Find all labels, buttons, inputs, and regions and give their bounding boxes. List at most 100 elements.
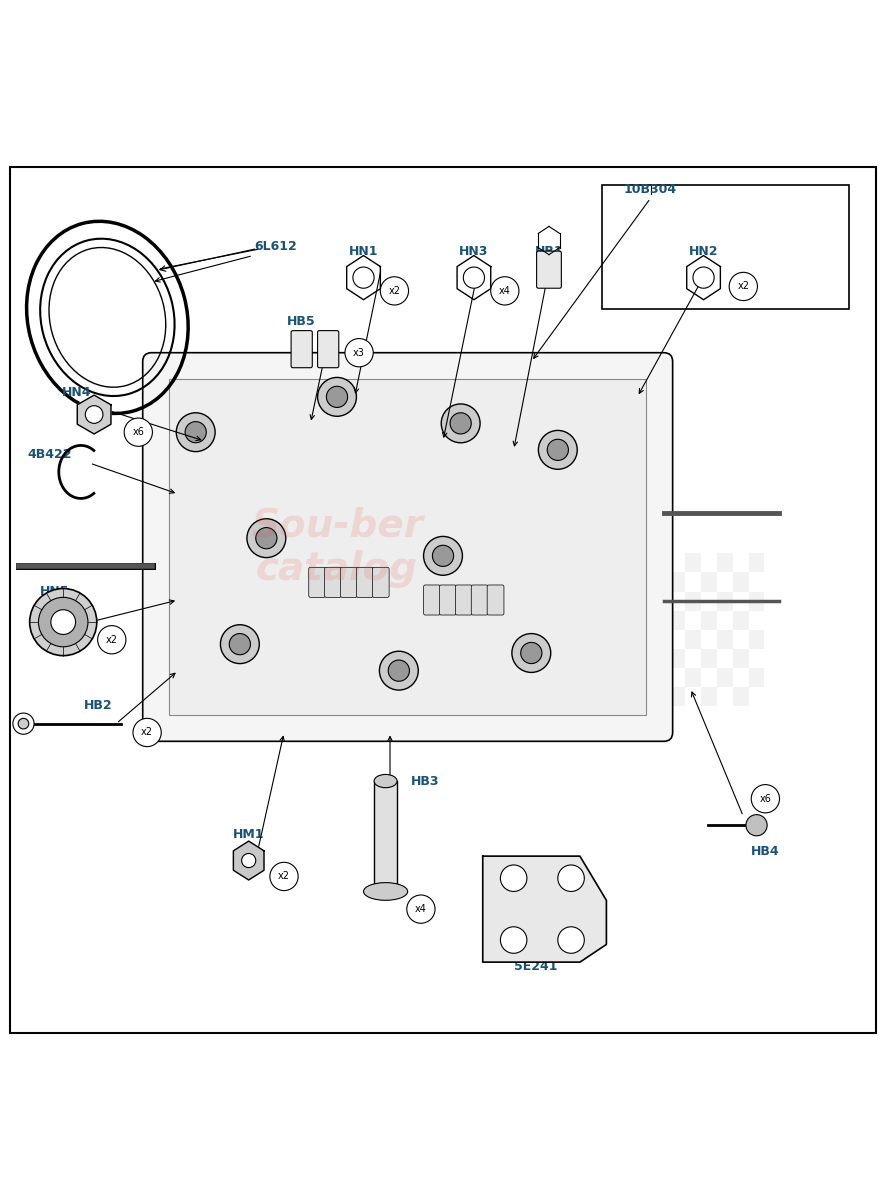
Bar	[717, 630, 733, 649]
Bar	[701, 686, 717, 706]
Circle shape	[501, 926, 527, 953]
Bar	[685, 553, 701, 572]
Text: HN4: HN4	[62, 386, 91, 398]
Circle shape	[450, 413, 471, 434]
Circle shape	[13, 713, 34, 734]
FancyBboxPatch shape	[340, 568, 357, 598]
Ellipse shape	[374, 774, 397, 787]
Bar	[669, 611, 685, 630]
Text: HB5: HB5	[287, 316, 316, 329]
Text: HN3: HN3	[459, 245, 488, 258]
Text: 6L612: 6L612	[253, 240, 297, 253]
Bar	[717, 592, 733, 611]
Bar	[685, 668, 701, 686]
Bar	[701, 611, 717, 630]
Bar	[669, 572, 685, 592]
Bar	[717, 668, 733, 686]
Circle shape	[124, 418, 152, 446]
FancyBboxPatch shape	[291, 331, 312, 367]
Circle shape	[558, 926, 584, 953]
Bar	[669, 649, 685, 668]
Circle shape	[521, 642, 542, 664]
Circle shape	[97, 625, 126, 654]
Text: x4: x4	[499, 286, 510, 296]
Circle shape	[407, 895, 435, 923]
Bar	[701, 572, 717, 592]
Text: x2: x2	[105, 635, 118, 644]
Text: HB3: HB3	[411, 774, 439, 787]
Circle shape	[491, 277, 519, 305]
Circle shape	[558, 865, 584, 892]
Circle shape	[353, 268, 374, 288]
Circle shape	[38, 598, 88, 647]
FancyBboxPatch shape	[439, 584, 456, 616]
Bar	[685, 592, 701, 611]
Bar	[733, 572, 749, 592]
FancyBboxPatch shape	[537, 251, 562, 288]
Circle shape	[751, 785, 780, 812]
Bar	[701, 649, 717, 668]
Circle shape	[501, 865, 527, 892]
FancyBboxPatch shape	[487, 584, 504, 616]
Circle shape	[326, 386, 347, 408]
Text: HN2: HN2	[688, 245, 719, 258]
Bar	[169, 379, 646, 715]
FancyBboxPatch shape	[471, 584, 488, 616]
FancyBboxPatch shape	[424, 584, 440, 616]
Text: x2: x2	[388, 286, 400, 296]
Bar	[669, 686, 685, 706]
Circle shape	[345, 338, 373, 367]
Circle shape	[256, 528, 277, 548]
Bar	[685, 630, 701, 649]
Polygon shape	[483, 856, 606, 962]
Circle shape	[512, 634, 551, 672]
FancyBboxPatch shape	[317, 331, 338, 367]
Circle shape	[539, 431, 578, 469]
Bar	[637, 686, 653, 706]
Bar	[637, 649, 653, 668]
Text: x6: x6	[759, 793, 772, 804]
Polygon shape	[233, 841, 264, 880]
Circle shape	[229, 634, 251, 655]
Text: x2: x2	[141, 727, 153, 738]
Circle shape	[729, 272, 758, 300]
Circle shape	[548, 439, 569, 461]
Text: HM1: HM1	[233, 828, 264, 840]
Circle shape	[463, 268, 485, 288]
Bar	[749, 668, 765, 686]
Circle shape	[379, 652, 418, 690]
Text: x2: x2	[278, 871, 290, 882]
Text: 4B422: 4B422	[27, 448, 73, 461]
Bar	[637, 572, 653, 592]
Text: HN1: HN1	[349, 245, 378, 258]
Bar	[749, 630, 765, 649]
FancyBboxPatch shape	[324, 568, 341, 598]
Text: 10B304: 10B304	[624, 182, 677, 196]
Text: Sou­ber
catalog: Sou­ber catalog	[251, 506, 423, 588]
Circle shape	[176, 413, 215, 451]
Bar	[733, 686, 749, 706]
Circle shape	[242, 853, 256, 868]
Bar	[653, 553, 669, 572]
Circle shape	[424, 536, 462, 575]
Circle shape	[85, 406, 103, 424]
Circle shape	[51, 610, 75, 635]
Bar	[374, 781, 397, 892]
Circle shape	[221, 625, 260, 664]
Circle shape	[380, 277, 408, 305]
Bar	[653, 668, 669, 686]
Circle shape	[693, 268, 714, 288]
Text: x2: x2	[737, 282, 750, 292]
Text: HN5: HN5	[40, 584, 69, 598]
Bar	[749, 553, 765, 572]
FancyBboxPatch shape	[308, 568, 325, 598]
Text: x4: x4	[415, 904, 427, 914]
Circle shape	[185, 421, 206, 443]
Ellipse shape	[363, 883, 408, 900]
Bar	[717, 553, 733, 572]
Circle shape	[388, 660, 409, 682]
Circle shape	[29, 588, 97, 655]
Text: 5E241: 5E241	[514, 960, 557, 973]
Text: HB4: HB4	[751, 845, 780, 858]
Bar	[653, 630, 669, 649]
